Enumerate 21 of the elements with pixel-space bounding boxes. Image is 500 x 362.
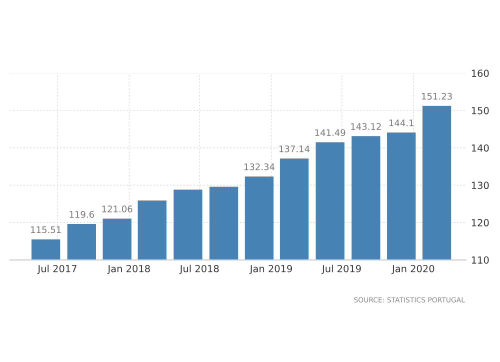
y-tick-label: 130	[472, 182, 489, 190]
data-label: 141.49	[315, 129, 346, 136]
x-tick-label: Jan 2019	[249, 264, 292, 274]
data-label: 119.6	[70, 210, 94, 218]
y-tick-label: 140	[472, 144, 489, 152]
data-label: 137.14	[279, 145, 310, 152]
y-tick-label: 120	[472, 219, 489, 226]
data-label: 144.1	[389, 120, 414, 126]
data-label: 132.34	[244, 163, 275, 170]
x-tick-label: Jan 2020	[392, 264, 434, 274]
x-tick-label: Jul 2018	[179, 264, 219, 274]
y-tick-label: 150	[472, 106, 489, 114]
data-label: 143.12	[351, 123, 381, 130]
data-label: 115.51	[31, 226, 61, 234]
data-label: 121.06	[102, 206, 132, 212]
x-tick-label: Jan 2018	[107, 264, 150, 274]
y-tick-label: 160	[472, 70, 489, 77]
data-label: 151.23	[422, 92, 452, 100]
x-tick-label: Jul 2019	[321, 264, 361, 274]
x-tick-label: Jul 2017	[37, 264, 76, 274]
y-tick-label: 110	[472, 256, 489, 264]
